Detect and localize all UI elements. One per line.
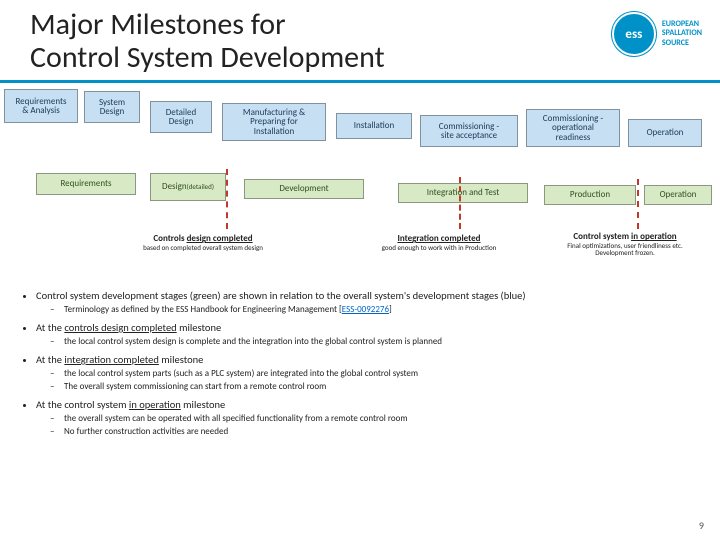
control-stage: Integration and Test — [398, 183, 528, 203]
logo-badge: ess — [612, 12, 656, 56]
milestone-label: Control system in operationFinal optimiz… — [556, 231, 694, 257]
bullet-item: At the integration completed milestoneth… — [36, 353, 706, 392]
overall-stage: Manufacturing &Preparing forInstallation — [222, 103, 326, 141]
control-stage: Operation — [644, 185, 712, 205]
overall-stage: Requirements& Analysis — [4, 89, 78, 123]
bullet-item: Control system development stages (green… — [36, 289, 706, 315]
milestone-dash — [226, 169, 228, 229]
header-rule — [0, 80, 720, 83]
overall-stage: Commissioning -operationalreadiness — [526, 109, 620, 147]
control-stage: Production — [544, 185, 636, 205]
bullet-subitem: the overall system can be operated with … — [64, 413, 706, 424]
milestone-dash — [637, 179, 639, 229]
overall-stage: Operation — [628, 119, 702, 147]
milestone-label: Integration completedgood enough to work… — [370, 233, 508, 251]
bullet-item: At the control system in operation miles… — [36, 398, 706, 437]
overall-stage: Commissioning -site acceptance — [420, 115, 518, 147]
bullet-item: At the controls design completed milesto… — [36, 321, 706, 347]
logo-text: EUROPEANSPALLATIONSOURCE — [662, 20, 702, 48]
logo: ess EUROPEANSPALLATIONSOURCE — [612, 12, 702, 56]
control-stage: Design(detailed) — [150, 173, 226, 201]
milestone-diagram: Requirements& AnalysisSystemDesign Detail… — [4, 89, 716, 279]
bullet-list: Control system development stages (green… — [0, 279, 720, 437]
bullet-subitem: Terminology as defined by the ESS Handbo… — [64, 304, 706, 315]
bullet-subitem: The overall system commissioning can sta… — [64, 381, 706, 392]
overall-stage: DetailedDesign — [150, 101, 212, 133]
bullet-subitem: the local control system parts (such as … — [64, 368, 706, 379]
milestone-dash — [459, 177, 461, 229]
control-stage: Requirements — [36, 173, 136, 195]
overall-stage: SystemDesign — [84, 91, 140, 123]
page-title: Major Milestones forControl System Devel… — [30, 8, 385, 74]
milestone-label: Controls design completedbased on comple… — [134, 233, 272, 251]
bullet-subitem: No further construction activities are n… — [64, 426, 706, 437]
page-number: 9 — [699, 519, 704, 532]
control-stage: Development — [244, 179, 364, 199]
header: Major Milestones forControl System Devel… — [0, 0, 720, 74]
bullet-subitem: the local control system design is compl… — [64, 336, 706, 347]
overall-stage: Installation — [336, 113, 412, 139]
